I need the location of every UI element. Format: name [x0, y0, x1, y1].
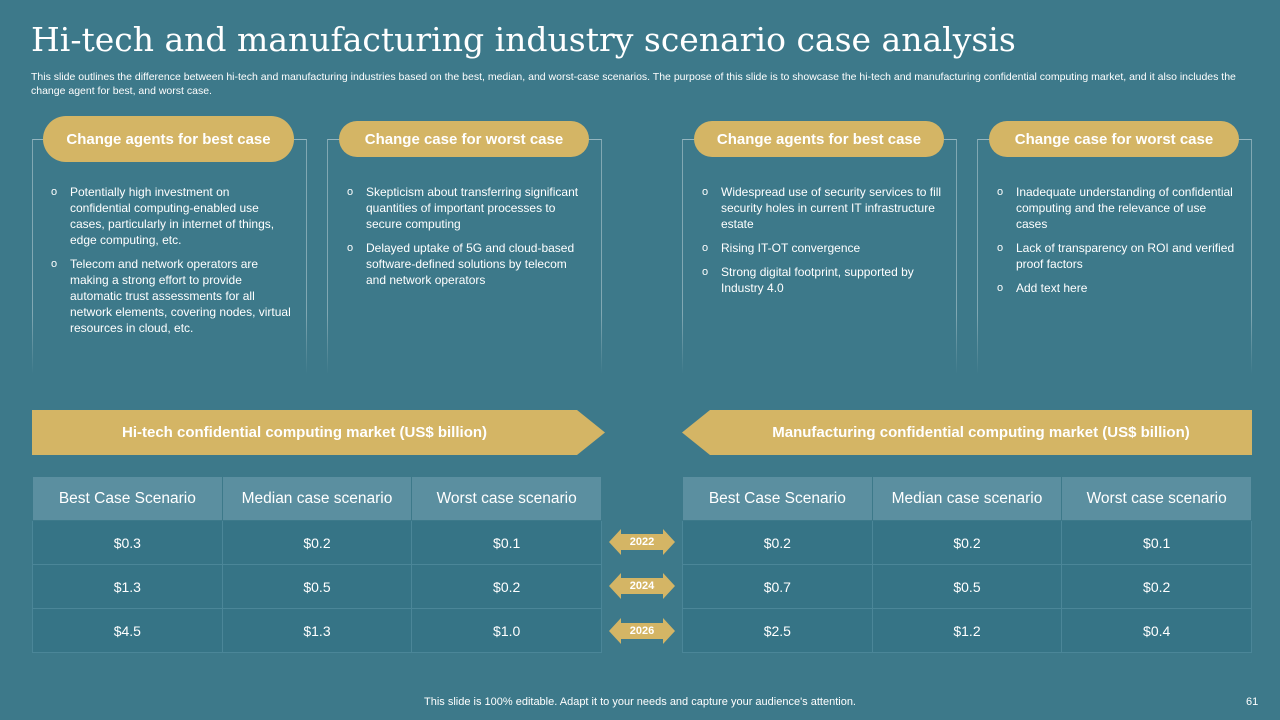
- card-manufacturing-worst-heading: Change case for worst case: [989, 121, 1239, 157]
- table-cell: $0.3: [32, 520, 223, 565]
- list-item: Add text here: [997, 280, 1237, 296]
- table-row: $1.3 $0.5 $0.2: [32, 564, 602, 609]
- table-row: $0.2 $0.2 $0.1: [682, 520, 1252, 565]
- card-hitech-worst-heading: Change case for worst case: [339, 121, 589, 157]
- table-cell: $0.7: [682, 564, 873, 609]
- table-row: $4.5 $1.3 $1.0: [32, 608, 602, 653]
- list-item: Delayed uptake of 5G and cloud-based sof…: [347, 240, 587, 288]
- page-title: Hi-tech and manufacturing industry scena…: [31, 20, 1016, 59]
- year-arrow-2022: 2022: [609, 529, 675, 555]
- card-manufacturing-best-heading: Change agents for best case: [694, 121, 944, 157]
- table-cell: $4.5: [32, 608, 223, 653]
- table-cell: $1.3: [32, 564, 223, 609]
- hitech-market-banner: Hi-tech confidential computing market (U…: [32, 410, 605, 455]
- page-subtitle: This slide outlines the difference betwe…: [31, 71, 1236, 97]
- card-hitech-worst-list: Skepticism about transferring significan…: [347, 184, 587, 296]
- column-header-worst: Worst case scenario: [1061, 476, 1252, 521]
- table-cell: $2.5: [682, 608, 873, 653]
- year-arrow-2026: 2026: [609, 618, 675, 644]
- list-item: Skepticism about transferring significan…: [347, 184, 587, 232]
- hitech-market-table: Best Case Scenario Median case scenario …: [32, 476, 602, 653]
- card-manufacturing-worst-list: Inadequate understanding of confidential…: [997, 184, 1237, 304]
- page-number: 61: [1246, 696, 1259, 708]
- table-cell: $0.2: [411, 564, 602, 609]
- manufacturing-market-table: Best Case Scenario Median case scenario …: [682, 476, 1252, 653]
- table-cell: $0.5: [871, 564, 1063, 609]
- table-row: $0.3 $0.2 $0.1: [32, 520, 602, 565]
- list-item: Rising IT-OT convergence: [702, 240, 942, 256]
- list-item: Telecom and network operators are making…: [51, 256, 291, 336]
- list-item: Potentially high investment on confident…: [51, 184, 291, 248]
- card-hitech-best-list: Potentially high investment on confident…: [51, 184, 291, 344]
- column-header-best: Best Case Scenario: [32, 476, 223, 521]
- card-hitech-best-heading: Change agents for best case: [43, 116, 294, 162]
- table-cell: $0.2: [221, 520, 413, 565]
- list-item: Widespread use of security services to f…: [702, 184, 942, 232]
- footer-note: This slide is 100% editable. Adapt it to…: [424, 696, 856, 708]
- column-header-best: Best Case Scenario: [682, 476, 873, 521]
- table-cell: $1.3: [221, 608, 413, 653]
- manufacturing-market-banner: Manufacturing confidential computing mar…: [682, 410, 1252, 455]
- year-arrow-2024: 2024: [609, 573, 675, 599]
- table-cell: $0.4: [1061, 608, 1252, 653]
- table-header-row: Best Case Scenario Median case scenario …: [682, 476, 1252, 521]
- table-cell: $0.2: [871, 520, 1063, 565]
- list-item: Lack of transparency on ROI and verified…: [997, 240, 1237, 272]
- table-cell: $0.2: [1061, 564, 1252, 609]
- list-item: Strong digital footprint, supported by I…: [702, 264, 942, 296]
- table-cell: $0.1: [411, 520, 602, 565]
- table-row: $0.7 $0.5 $0.2: [682, 564, 1252, 609]
- column-header-median: Median case scenario: [221, 476, 413, 521]
- card-manufacturing-best: [682, 139, 957, 374]
- table-row: $2.5 $1.2 $0.4: [682, 608, 1252, 653]
- table-cell: $1.0: [411, 608, 602, 653]
- column-header-worst: Worst case scenario: [411, 476, 602, 521]
- table-cell: $0.1: [1061, 520, 1252, 565]
- table-cell: $0.5: [221, 564, 413, 609]
- list-item: Inadequate understanding of confidential…: [997, 184, 1237, 232]
- table-header-row: Best Case Scenario Median case scenario …: [32, 476, 602, 521]
- card-manufacturing-best-list: Widespread use of security services to f…: [702, 184, 942, 304]
- table-cell: $1.2: [871, 608, 1063, 653]
- column-header-median: Median case scenario: [871, 476, 1063, 521]
- table-cell: $0.2: [682, 520, 873, 565]
